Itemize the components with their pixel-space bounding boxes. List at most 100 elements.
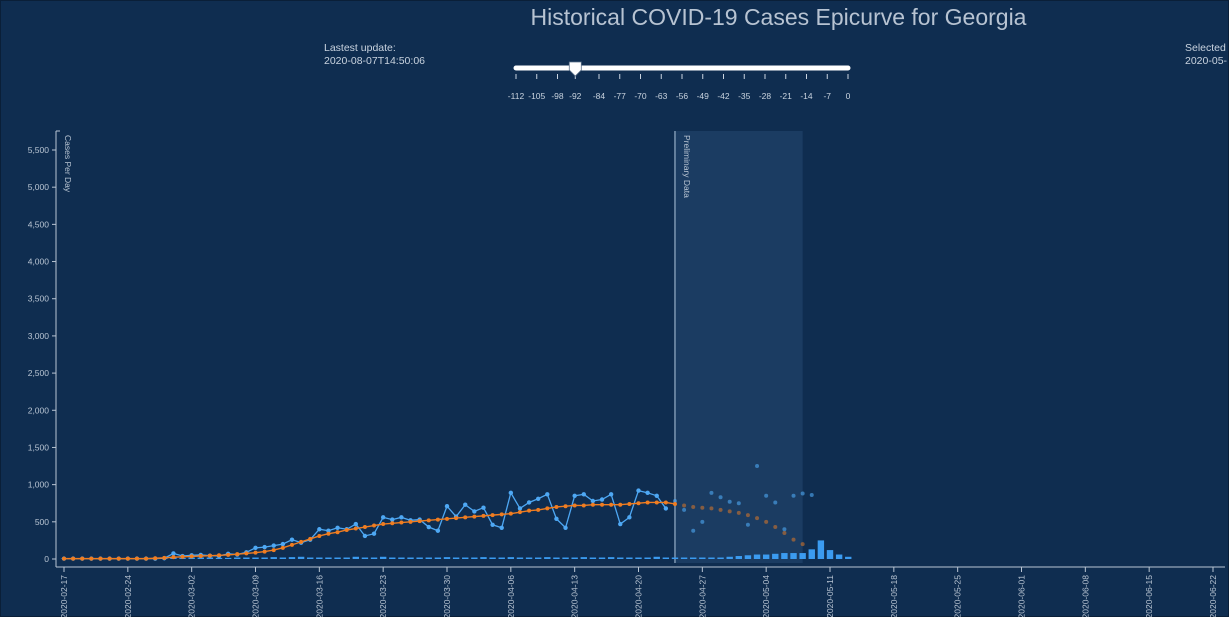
x-tick-label: 2020-06-08 [1080,575,1090,617]
case-bar [516,557,524,559]
y-tick-label: 3,000 [28,331,50,341]
reported-cases-point [317,527,322,532]
reported-cases-point [599,497,605,502]
moving-average-point [700,505,705,510]
case-bar [644,557,651,559]
case-bar [653,556,660,559]
moving-average-point [80,556,85,561]
moving-average-point [107,556,112,561]
y-tick-label: 5,000 [28,182,50,192]
reported-cases-point [654,493,659,498]
preliminary-point [691,528,696,533]
reported-cases-point [627,515,632,520]
case-bar [325,557,332,559]
case-bar [699,557,706,559]
reported-cases-point [508,490,514,496]
moving-average-point [235,552,240,557]
moving-average-point [89,556,94,561]
moving-average-point [289,542,294,547]
moving-average-point [718,507,723,512]
case-bar [507,557,515,559]
case-bar [398,557,405,559]
selected-label: Selected [1185,42,1226,54]
x-tick-label: 2020-03-02 [187,575,197,617]
case-bar [735,556,743,559]
case-bar [389,557,396,559]
reported-cases-point [554,516,559,522]
moving-average-point [62,556,66,561]
case-bar [534,557,542,559]
reported-cases-point [280,541,286,547]
moving-average-point [527,508,532,513]
case-bar [544,557,551,559]
case-bar [425,557,432,559]
reported-cases-point [390,517,395,522]
preliminary-label: Preliminary Data [682,135,692,198]
case-bar [708,557,715,559]
x-tick-label: 2020-06-15 [1144,575,1154,617]
case-bar [443,557,451,559]
slider-tick-label: -63 [655,91,668,101]
preliminary-point [727,499,732,504]
slider-tick-label: -84 [593,91,606,101]
moving-average-point [71,556,76,561]
case-bar [252,557,259,559]
y-tick-label: 2,000 [28,405,50,415]
moving-average-point [171,555,176,560]
moving-average-point [745,513,750,518]
case-bar [553,557,560,559]
moving-average-point [463,515,468,520]
case-bar [580,557,587,559]
moving-average-point [344,527,349,532]
case-bar [462,557,469,559]
moving-average-point [590,502,595,507]
reported-cases-point [472,509,477,514]
reported-cases-point [490,522,495,527]
moving-average-point [271,548,276,553]
y-tick-label: 1,000 [28,480,50,490]
case-bar [662,557,670,559]
case-bar [343,557,350,559]
case-bar [598,557,606,559]
y-tick-label: 5,500 [28,145,50,155]
moving-average-point [536,507,541,512]
case-bar [471,557,478,559]
y-tick-label: 4,000 [28,257,50,267]
moving-average-point [381,522,386,527]
preliminary-point [773,500,778,505]
moving-average-point [162,555,167,560]
reported-cases-point [645,490,650,496]
selected-info: Selected 2020-05- [1185,42,1227,68]
reported-cases-point [371,531,377,536]
day-offset-slider[interactable]: -112 -105 -98 -92 -84 -77 -70 -63 -56 -49 -42 -35 -2… [508,61,851,101]
case-bar [452,557,460,559]
moving-average-point [691,504,696,509]
slider-handle[interactable] [568,61,582,77]
case-bar [234,557,241,559]
reported-cases-point [563,525,568,530]
slider-tick-label: -35 [738,91,751,101]
case-bar [215,557,223,559]
preliminary-point [709,490,714,495]
x-tick-label: 2020-03-16 [314,575,324,617]
case-bar [571,557,578,559]
preliminary-point [736,501,741,506]
x-tick-label: 2020-03-09 [251,575,261,617]
slider-tick-label: -105 [528,91,545,101]
moving-average-point [627,501,632,506]
moving-average-point [116,556,121,561]
y-tick-label: 500 [35,517,49,527]
moving-average-point [736,510,741,515]
slider-tick-label: -77 [614,91,627,101]
case-bar [817,540,825,559]
case-bar [480,557,487,559]
x-tick-label: 2020-04-20 [634,575,644,617]
selected-value: 2020-05- [1185,55,1228,67]
y-tick-label: 4,500 [28,219,50,229]
x-tick-label: 2020-05-25 [953,575,963,617]
case-bar [808,549,815,559]
case-bar [316,557,323,559]
moving-average-point [481,513,486,518]
preliminary-point [800,491,805,496]
